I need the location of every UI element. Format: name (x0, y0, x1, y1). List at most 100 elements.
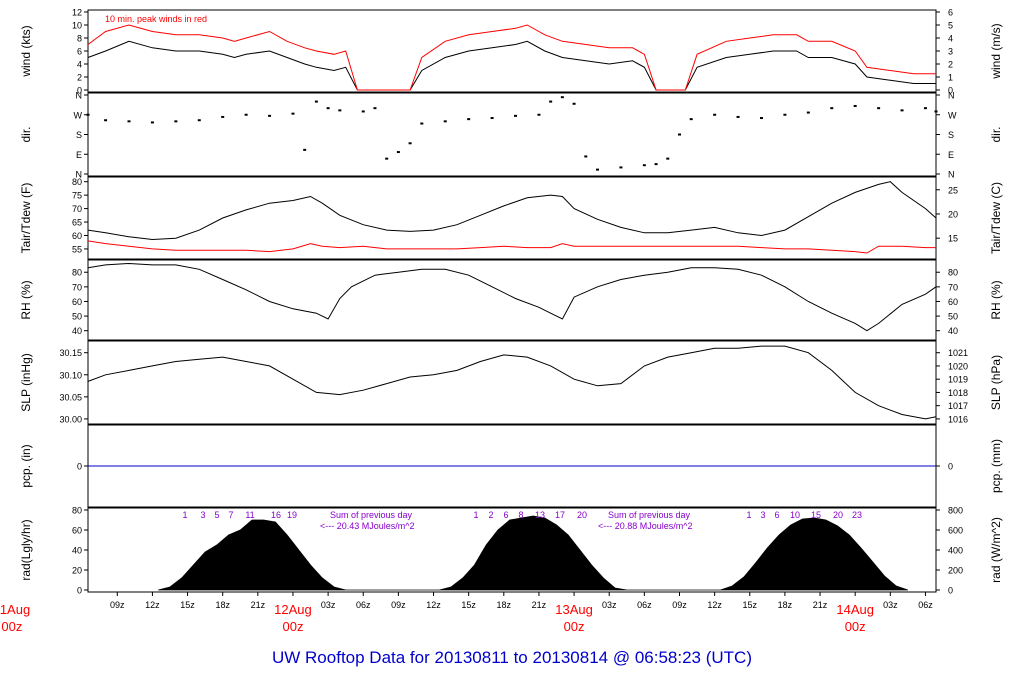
xtick-label: 21z (532, 600, 547, 610)
day-label-zulu: 00z (1, 619, 22, 634)
ytick-label-left: 60 (72, 297, 82, 307)
ytick-label-right: 20 (948, 209, 958, 219)
data-point (666, 157, 670, 160)
solar-hour-mark: 6 (503, 510, 508, 520)
xtick-label: 12z (707, 600, 722, 610)
solar-hour-mark: 7 (228, 510, 233, 520)
day-label-date: 11Aug (0, 602, 30, 617)
data-point (549, 100, 553, 103)
series-line (87, 181, 937, 241)
xtick-label: 18z (497, 600, 512, 610)
data-point (642, 164, 646, 167)
data-point (619, 166, 623, 169)
ytick-label-left: W (74, 110, 83, 120)
data-point (338, 109, 342, 112)
panel-temp: 55 60 65 70 75 80 15 20 25 Tair/Tdew (F) Tair/Tdew… (19, 176, 1003, 260)
xtick-label: 12z (426, 600, 441, 610)
panel-frame (87, 259, 937, 341)
xtick-label: 09z (391, 600, 406, 610)
ytick-label-left: 80 (72, 506, 82, 516)
ytick-label-left: 4 (77, 60, 82, 70)
solar-hour-mark: 20 (577, 510, 587, 520)
solar-hour-mark: 1 (746, 510, 751, 520)
data-point (853, 104, 857, 107)
data-point (244, 113, 248, 116)
xtick-label: 06z (356, 600, 371, 610)
sum-label: Sum of previous day (330, 510, 413, 520)
xtick-label: 03z (883, 600, 898, 610)
solar-hour-mark: 23 (852, 510, 862, 520)
xtick-label: 21z (813, 600, 828, 610)
data-point (420, 122, 424, 125)
xtick-label: 09z (110, 600, 125, 610)
data-point (537, 113, 541, 116)
ytick-label-left: 30.10 (59, 370, 82, 380)
ylabel-right: RH (%) (989, 280, 1003, 319)
panel-rh: 40 50 60 70 80 40 50 60 70 80 RH (%) RH (%) (19, 259, 1003, 341)
solar-hour-mark: 13 (535, 510, 545, 520)
sum-label: Sum of previous day (608, 510, 691, 520)
ytick-label-left: 6 (77, 47, 82, 57)
ytick-label-right: 2 (948, 60, 953, 70)
ylabel-right: Tair/Tdew (C) (989, 182, 1003, 254)
xtick-label: 03z (602, 600, 617, 610)
xtick-label: 21z (251, 600, 266, 610)
ytick-label-right: 1021 (948, 348, 968, 358)
solar-hour-mark: 11 (245, 510, 254, 520)
data-point (490, 117, 494, 120)
ytick-label-left: 40 (72, 546, 82, 556)
ytick-label-left: 0 (77, 462, 82, 472)
data-point (303, 148, 307, 151)
ytick-label-right: E (948, 150, 954, 160)
ytick-label-left: 20 (72, 566, 82, 576)
series-line (87, 40, 936, 91)
ytick-label-left: 75 (72, 191, 82, 201)
data-point (654, 163, 658, 166)
ytick-label-left: 60 (72, 231, 82, 241)
data-point (127, 120, 131, 123)
ylabel-right: pcp. (mm) (989, 439, 1003, 493)
ytick-label-right: 0 (948, 86, 953, 96)
sum-value: <--- 20.43 MJoules/m^2 (320, 521, 415, 531)
series-line (87, 240, 936, 254)
chart-title: UW Rooftop Data for 20130811 to 20130814… (271, 648, 752, 667)
xtick-label: 15z (461, 600, 476, 610)
solar-hour-mark: 3 (760, 510, 765, 520)
series-line (87, 24, 936, 91)
series-area (158, 515, 909, 591)
ytick-label-right: 40 (948, 326, 958, 336)
data-point (385, 157, 389, 160)
ytick-label-left: 65 (72, 218, 82, 228)
ytick-label-left: 30.05 (59, 392, 82, 402)
data-point (197, 119, 201, 122)
solar-hour-mark: 16 (271, 510, 281, 520)
data-point (150, 121, 154, 124)
data-point (677, 133, 681, 136)
ylabel-left: dir. (19, 126, 33, 142)
ytick-label-right: 25 (948, 185, 958, 195)
solar-hour-mark: 1 (473, 510, 478, 520)
ytick-label-left: 30.15 (59, 348, 82, 358)
day-label-date: 12Aug (274, 602, 312, 617)
ytick-label-right: 6 (948, 8, 953, 18)
panel-slp: 30.00 30.05 30.10 30.15 1016 1017 1018 1019 1020… (19, 340, 1003, 425)
solar-hour-mark: 19 (287, 510, 297, 520)
ytick-label-right: 600 (948, 526, 963, 536)
ytick-label-left: 30.00 (59, 414, 82, 424)
ytick-label-left: 8 (77, 34, 82, 44)
ytick-label-right: 0 (948, 462, 953, 472)
ytick-label-left: 70 (72, 282, 82, 292)
ytick-label-right: 70 (948, 282, 958, 292)
ytick-label-left: 80 (72, 177, 82, 187)
xtick-label: 03z (321, 600, 336, 610)
data-point (923, 107, 927, 110)
data-point (900, 109, 904, 112)
ytick-label-left: 55 (72, 244, 82, 254)
data-point (759, 117, 763, 120)
panel-frame (87, 340, 937, 425)
data-point (174, 120, 178, 123)
peak-winds-note: 10 min. peak winds in red (105, 14, 207, 24)
